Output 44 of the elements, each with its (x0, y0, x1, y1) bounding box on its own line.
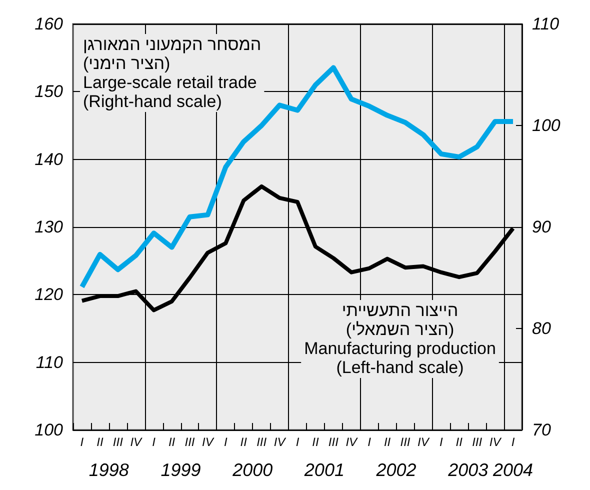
text: 1998 (88, 460, 129, 480)
x-tick-label: I (152, 435, 156, 449)
y2-tick-label: 110 (532, 14, 560, 34)
y-tick-label: 110 (36, 352, 64, 372)
y-tick-label: 140 (34, 150, 64, 169)
y-tick-label: 130 (34, 218, 64, 236)
y-tick-label: 160 (34, 14, 64, 34)
x-tick-label: III (400, 435, 411, 449)
text: 2001 (303, 460, 344, 480)
x-tick-label: IV (418, 435, 430, 449)
text: 2002 (375, 460, 416, 480)
text: 1999 (160, 460, 201, 480)
y2-tick-label: 80 (532, 319, 552, 338)
x-tick-label: II (312, 435, 320, 449)
text: 2004 (492, 460, 534, 480)
x-tick-label: I (440, 435, 444, 449)
y-tick-label: 150 (34, 82, 64, 102)
x-tick-label: II (456, 435, 464, 449)
x-tick-label: III (256, 435, 268, 449)
x-tick-label: II (168, 435, 176, 449)
x-tick-label: IV (274, 435, 286, 449)
x-tick-label: IV (346, 435, 358, 449)
x-tick-label: I (511, 435, 516, 449)
x-tick-label: I (368, 435, 372, 449)
x-tick-label: I (80, 435, 84, 449)
y2-tick-label: 90 (532, 218, 552, 236)
y2-tick-label: 100 (532, 116, 561, 135)
x-tick-label: III (184, 435, 196, 449)
y-tick-label: 120 (34, 285, 64, 304)
x-tick-label: III (112, 435, 124, 449)
text: 2000 (232, 460, 273, 480)
x-tick-label: IV (202, 435, 214, 449)
x-tick-label: IV (130, 435, 143, 449)
x-tick-label: I (296, 435, 300, 449)
y2-tick-label: 70 (532, 420, 552, 440)
text: 2003 (447, 460, 488, 480)
x-tick-label: II (240, 435, 248, 449)
x-tick-label: III (328, 435, 340, 449)
x-tick-label: II (96, 435, 104, 449)
y-tick-label: 100 (34, 420, 64, 440)
x-tick-label: IV (489, 435, 502, 449)
x-tick-label: III (472, 435, 483, 449)
x-tick-label: II (384, 435, 392, 449)
x-tick-label: I (224, 435, 228, 449)
